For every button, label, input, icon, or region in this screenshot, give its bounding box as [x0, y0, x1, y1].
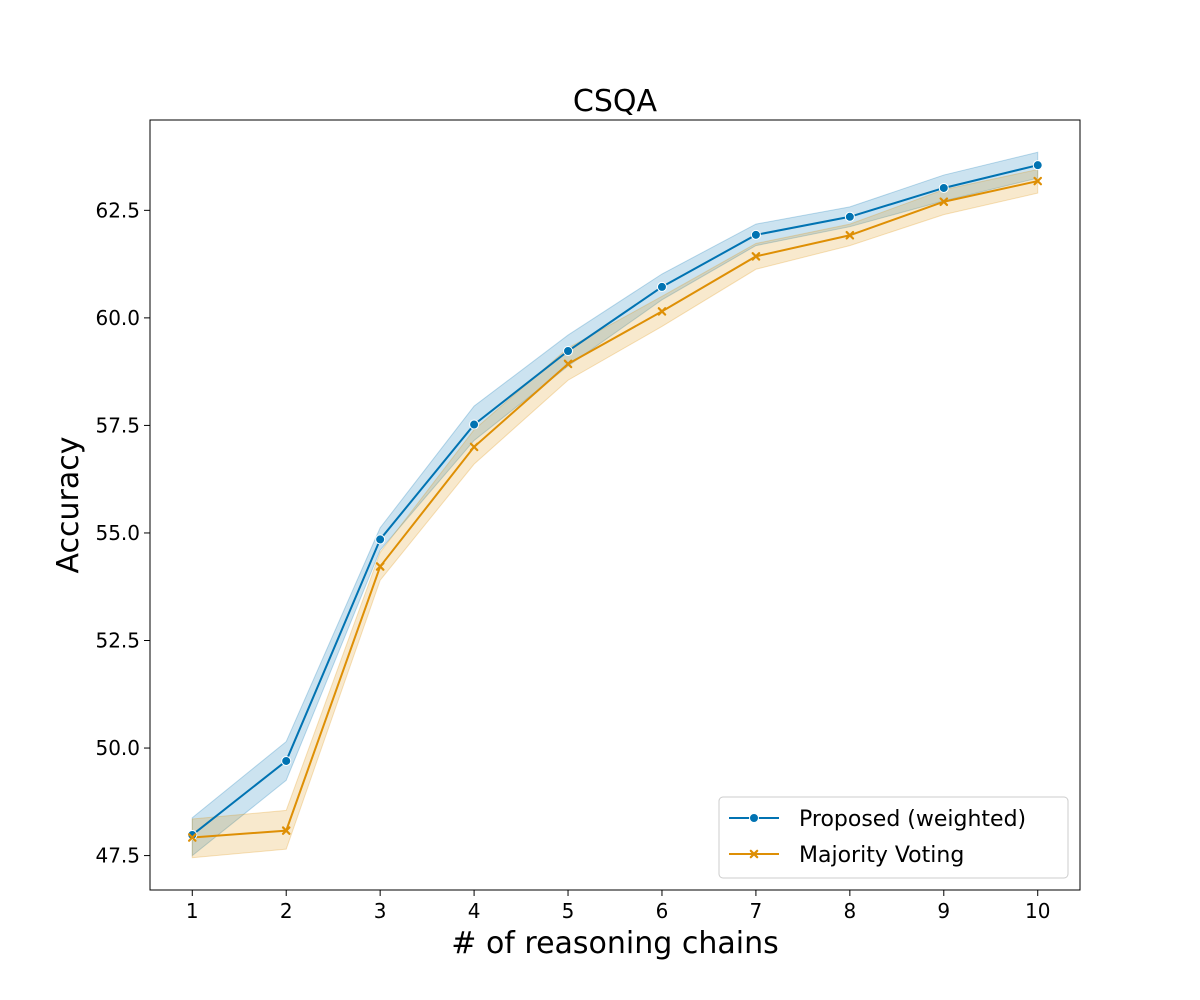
majority-point — [1033, 176, 1043, 186]
legend: Proposed (weighted) Majority Voting — [718, 796, 1069, 879]
y-tick-label: 60.0 — [95, 306, 140, 330]
y-tick-label: 62.5 — [95, 198, 140, 222]
x-tick-label: 1 — [186, 899, 199, 923]
majority-confidence-band — [191, 168, 1039, 859]
majority-point — [657, 307, 667, 316]
proposed-confidence-band — [191, 151, 1039, 857]
legend-proposed-marker — [749, 813, 759, 823]
proposed-line — [191, 164, 1038, 836]
proposed-point — [938, 182, 949, 193]
y-tick-label: 47.5 — [95, 844, 140, 868]
legend-proposed-label: Proposed (weighted) — [799, 807, 1026, 832]
y-tick-label: 57.5 — [95, 413, 140, 437]
majority-point — [845, 230, 855, 240]
x-tick-label: 4 — [468, 899, 481, 923]
x-tick-label: 6 — [656, 899, 669, 923]
x-axis-ticks: 1 2 3 4 5 6 7 8 9 10 — [186, 890, 1050, 923]
y-tick-label: 50.0 — [95, 736, 140, 760]
majority-point — [469, 442, 479, 452]
x-tick-label: 3 — [374, 899, 387, 923]
y-tick-label: 55.0 — [95, 521, 140, 545]
chart-title: CSQA — [573, 84, 658, 119]
confidence-bands — [191, 151, 1039, 859]
y-axis-ticks: 47.5 50.0 52.5 55.0 57.5 60.0 62.5 — [95, 198, 150, 868]
legend-majority-marker — [749, 849, 759, 859]
proposed-point — [563, 346, 574, 356]
x-tick-label: 5 — [562, 899, 575, 923]
x-axis-label: # of reasoning chains — [451, 926, 778, 961]
majority-point — [375, 562, 385, 571]
majority-point — [939, 197, 949, 207]
majority-point — [281, 826, 291, 835]
proposed-point — [187, 829, 198, 840]
series-markers — [187, 160, 1043, 842]
majority-point — [187, 833, 197, 842]
proposed-point — [750, 229, 761, 240]
proposed-point — [281, 755, 292, 766]
plot-frame — [149, 119, 1081, 891]
legend-majority-label: Majority Voting — [799, 843, 964, 868]
legend-box — [718, 796, 1069, 879]
majority-line — [192, 180, 1038, 839]
majority-point — [563, 359, 573, 369]
proposed-point — [469, 419, 480, 430]
x-tick-label: 2 — [280, 899, 293, 923]
proposed-point — [375, 534, 386, 545]
proposed-point — [844, 211, 855, 222]
series-lines — [191, 164, 1038, 839]
x-tick-label: 7 — [750, 899, 763, 923]
y-tick-label: 52.5 — [95, 629, 140, 653]
x-tick-label: 8 — [843, 899, 856, 923]
y-axis-label: Accuracy — [51, 437, 86, 574]
x-tick-label: 9 — [937, 899, 950, 923]
x-tick-label: 10 — [1025, 899, 1050, 923]
majority-point — [751, 252, 761, 261]
proposed-point — [1032, 160, 1043, 171]
proposed-point — [656, 281, 667, 292]
